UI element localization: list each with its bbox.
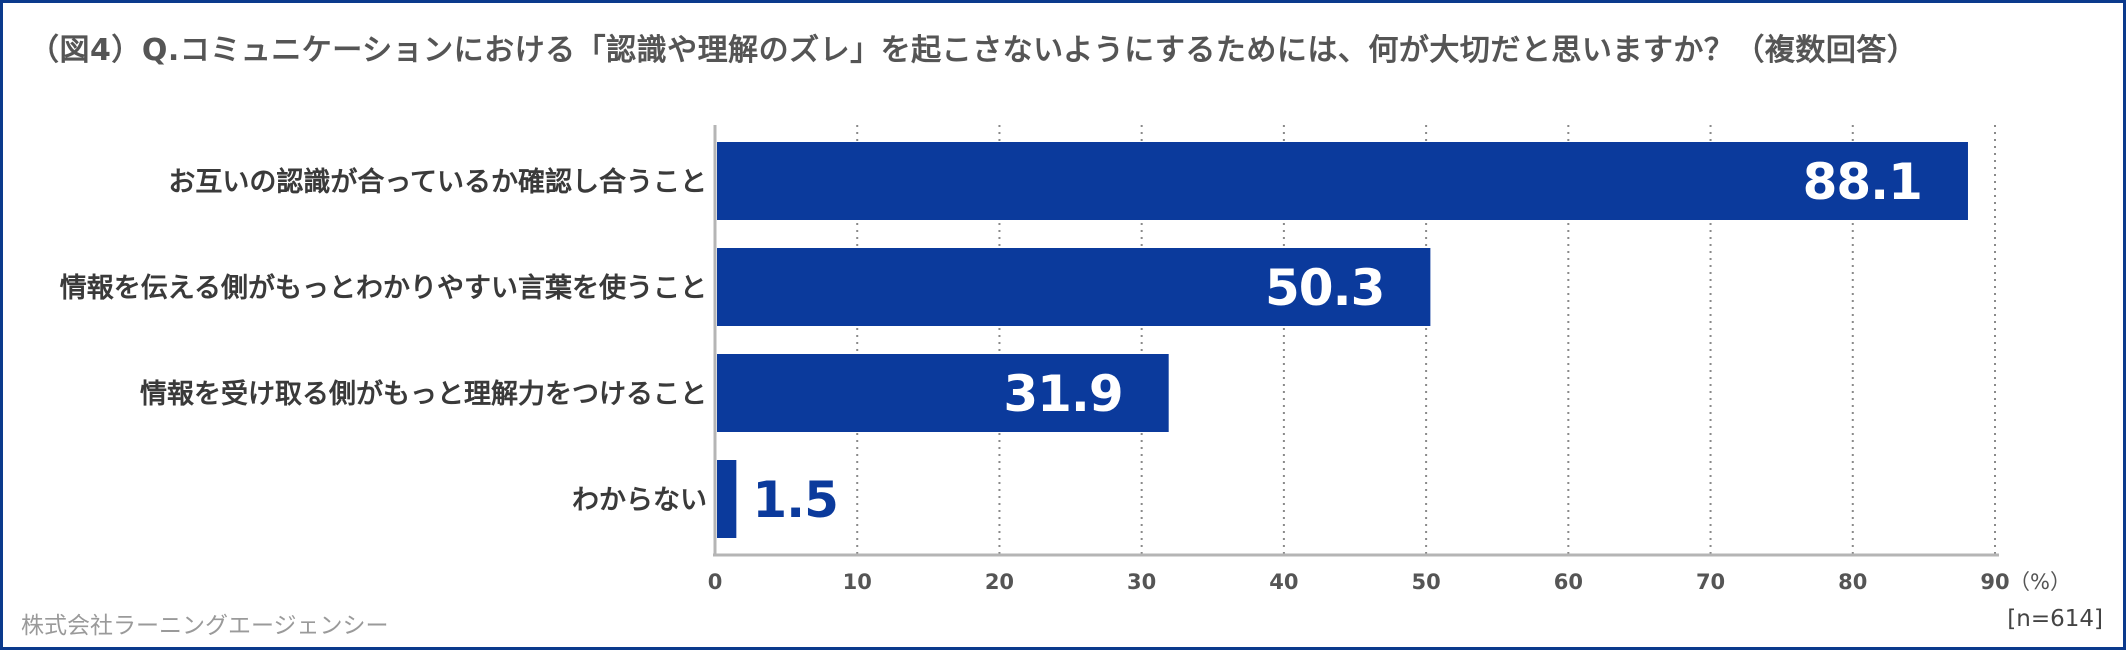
x-tick-label: 0 bbox=[708, 570, 723, 594]
x-tick-label: 70 bbox=[1696, 570, 1725, 594]
bar bbox=[717, 354, 1169, 432]
x-tick-label: 60 bbox=[1554, 570, 1583, 594]
x-tick-label: 30 bbox=[1127, 570, 1156, 594]
category-label: わからない bbox=[572, 485, 707, 516]
category-label: 情報を受け取る側がもっと理解力をつけること bbox=[140, 378, 707, 410]
x-tick-label: 50 bbox=[1411, 570, 1440, 594]
bar bbox=[717, 248, 1431, 326]
value-label: 31.9 bbox=[1003, 365, 1122, 423]
value-label: 1.5 bbox=[752, 471, 838, 529]
x-unit-label: （%） bbox=[2009, 570, 2071, 594]
category-label: お互いの認識が合っているか確認し合うこと bbox=[168, 166, 707, 198]
value-label: 50.3 bbox=[1265, 259, 1384, 317]
company-credit: 株式会社ラーニングエージェンシー bbox=[21, 613, 389, 639]
x-tick-label: 10 bbox=[843, 570, 872, 594]
value-label: 88.1 bbox=[1803, 153, 1922, 211]
bar bbox=[717, 460, 737, 538]
x-tick-label: 80 bbox=[1838, 570, 1867, 594]
x-tick-label: 40 bbox=[1269, 570, 1298, 594]
bar-chart: 0 10 20 30 40 50 60 70 80 90 （%） お互いの認識が合っているか確認し合… bbox=[60, 125, 2071, 594]
sample-size: [n=614] bbox=[2007, 606, 2103, 632]
bar bbox=[717, 142, 1968, 220]
x-tick-label: 20 bbox=[985, 570, 1014, 594]
chart-title: （図4）Q.コミュニケーションにおける「認識や理解のズレ」を起こさないようにする… bbox=[29, 33, 1918, 68]
category-label: 情報を伝える側がもっとわかりやすい言葉を使うこと bbox=[60, 272, 707, 304]
x-tick-label: 90 bbox=[1980, 570, 2009, 594]
